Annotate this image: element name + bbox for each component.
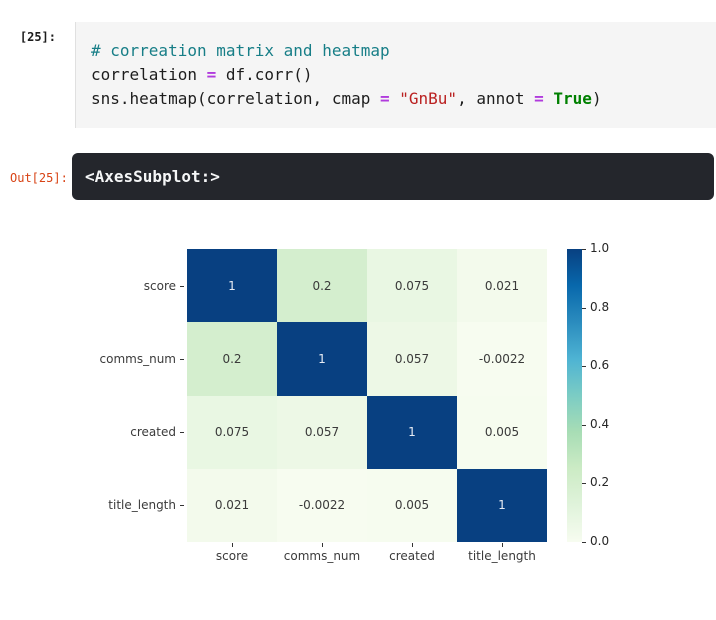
code-token-plain — [544, 89, 554, 108]
code-token-operator: = — [206, 65, 217, 84]
colorbar-tick-label: 0.4 — [590, 416, 610, 431]
heatmap-cell: 0.075 — [187, 395, 277, 469]
heatmap-cell: 0.005 — [457, 395, 547, 469]
colorbar-tick-label: 0.0 — [590, 534, 610, 548]
y-tick-label: comms_num — [99, 351, 176, 366]
heatmap-cell: 1 — [457, 468, 547, 542]
code-text[interactable]: # correation matrix and heatmap correlat… — [76, 22, 716, 111]
x-tick-mark — [412, 543, 413, 547]
x-tick-label: created — [389, 549, 435, 563]
heatmap-cell: 0.075 — [367, 249, 457, 323]
code-token-bool: True — [553, 89, 592, 108]
heatmap-cell: 0.2 — [187, 322, 277, 396]
code-token-plain: ) — [591, 89, 602, 108]
y-tick-mark — [180, 358, 184, 360]
output-prompt: Out[25]: — [10, 171, 68, 185]
colorbar-tick-mark — [582, 307, 586, 309]
code-token-plain: df.corr() — [216, 65, 313, 84]
heatmap-cell: 0.057 — [367, 322, 457, 396]
x-tick-mark — [232, 543, 233, 547]
code-token-plain: correlation — [91, 65, 207, 84]
code-token-operator: = — [534, 89, 544, 108]
colorbar-tick-mark — [582, 249, 586, 250]
colorbar-tick-mark — [582, 424, 586, 426]
colorbar-tick-mark — [582, 483, 586, 485]
colorbar-tick-label: 0.6 — [590, 358, 610, 373]
heatmap-cell: 1 — [367, 395, 457, 469]
x-tick-mark — [322, 543, 323, 547]
colorbar-tick-label: 0.2 — [590, 475, 610, 490]
heatmap-cell: -0.0022 — [277, 468, 367, 542]
code-token-comment: # correation matrix and heatmap — [91, 41, 390, 60]
output-repr-text: <AxesSubplot:> — [85, 167, 220, 186]
code-token-string: "GnBu" — [399, 89, 458, 108]
heatmap-cell: 0.021 — [187, 468, 277, 542]
colorbar-tick-label: 1.0 — [590, 241, 610, 255]
heatmap-cell: 0.005 — [367, 468, 457, 542]
colorbar — [567, 249, 582, 542]
heatmap-cell: 1 — [187, 249, 277, 323]
y-tick-label: title_length — [108, 498, 176, 513]
code-token-operator: = — [379, 89, 390, 108]
x-tick-label: comms_num — [283, 549, 361, 563]
code-cell-editor[interactable]: # correation matrix and heatmap correlat… — [75, 22, 716, 128]
heatmap-cell: 0.057 — [277, 395, 367, 469]
heatmap-cell: 1 — [277, 322, 367, 396]
heatmap-cell: 0.021 — [457, 249, 547, 323]
colorbar-tick-mark — [582, 366, 586, 368]
input-prompt: [25]: — [19, 30, 56, 44]
x-tick-mark — [502, 543, 503, 547]
y-tick-mark — [180, 285, 184, 287]
y-tick-mark — [180, 505, 184, 507]
heatmap-cell: -0.0022 — [457, 322, 547, 396]
colorbar-tick-label: 0.8 — [590, 299, 610, 314]
code-token-plain: , annot — [457, 89, 535, 108]
y-tick-label: created — [130, 425, 176, 440]
code-token-plain: sns.heatmap(correlation, cmap — [91, 89, 380, 108]
colorbar-tick-mark — [582, 542, 586, 543]
output-result-bar: <AxesSubplot:> — [72, 153, 714, 200]
y-tick-mark — [180, 432, 184, 434]
code-token-plain — [390, 89, 400, 108]
y-tick-label: score — [143, 278, 176, 293]
x-tick-label: title_length — [468, 549, 536, 563]
x-tick-label: score — [215, 549, 249, 563]
heatmap-cell: 0.2 — [277, 249, 367, 323]
